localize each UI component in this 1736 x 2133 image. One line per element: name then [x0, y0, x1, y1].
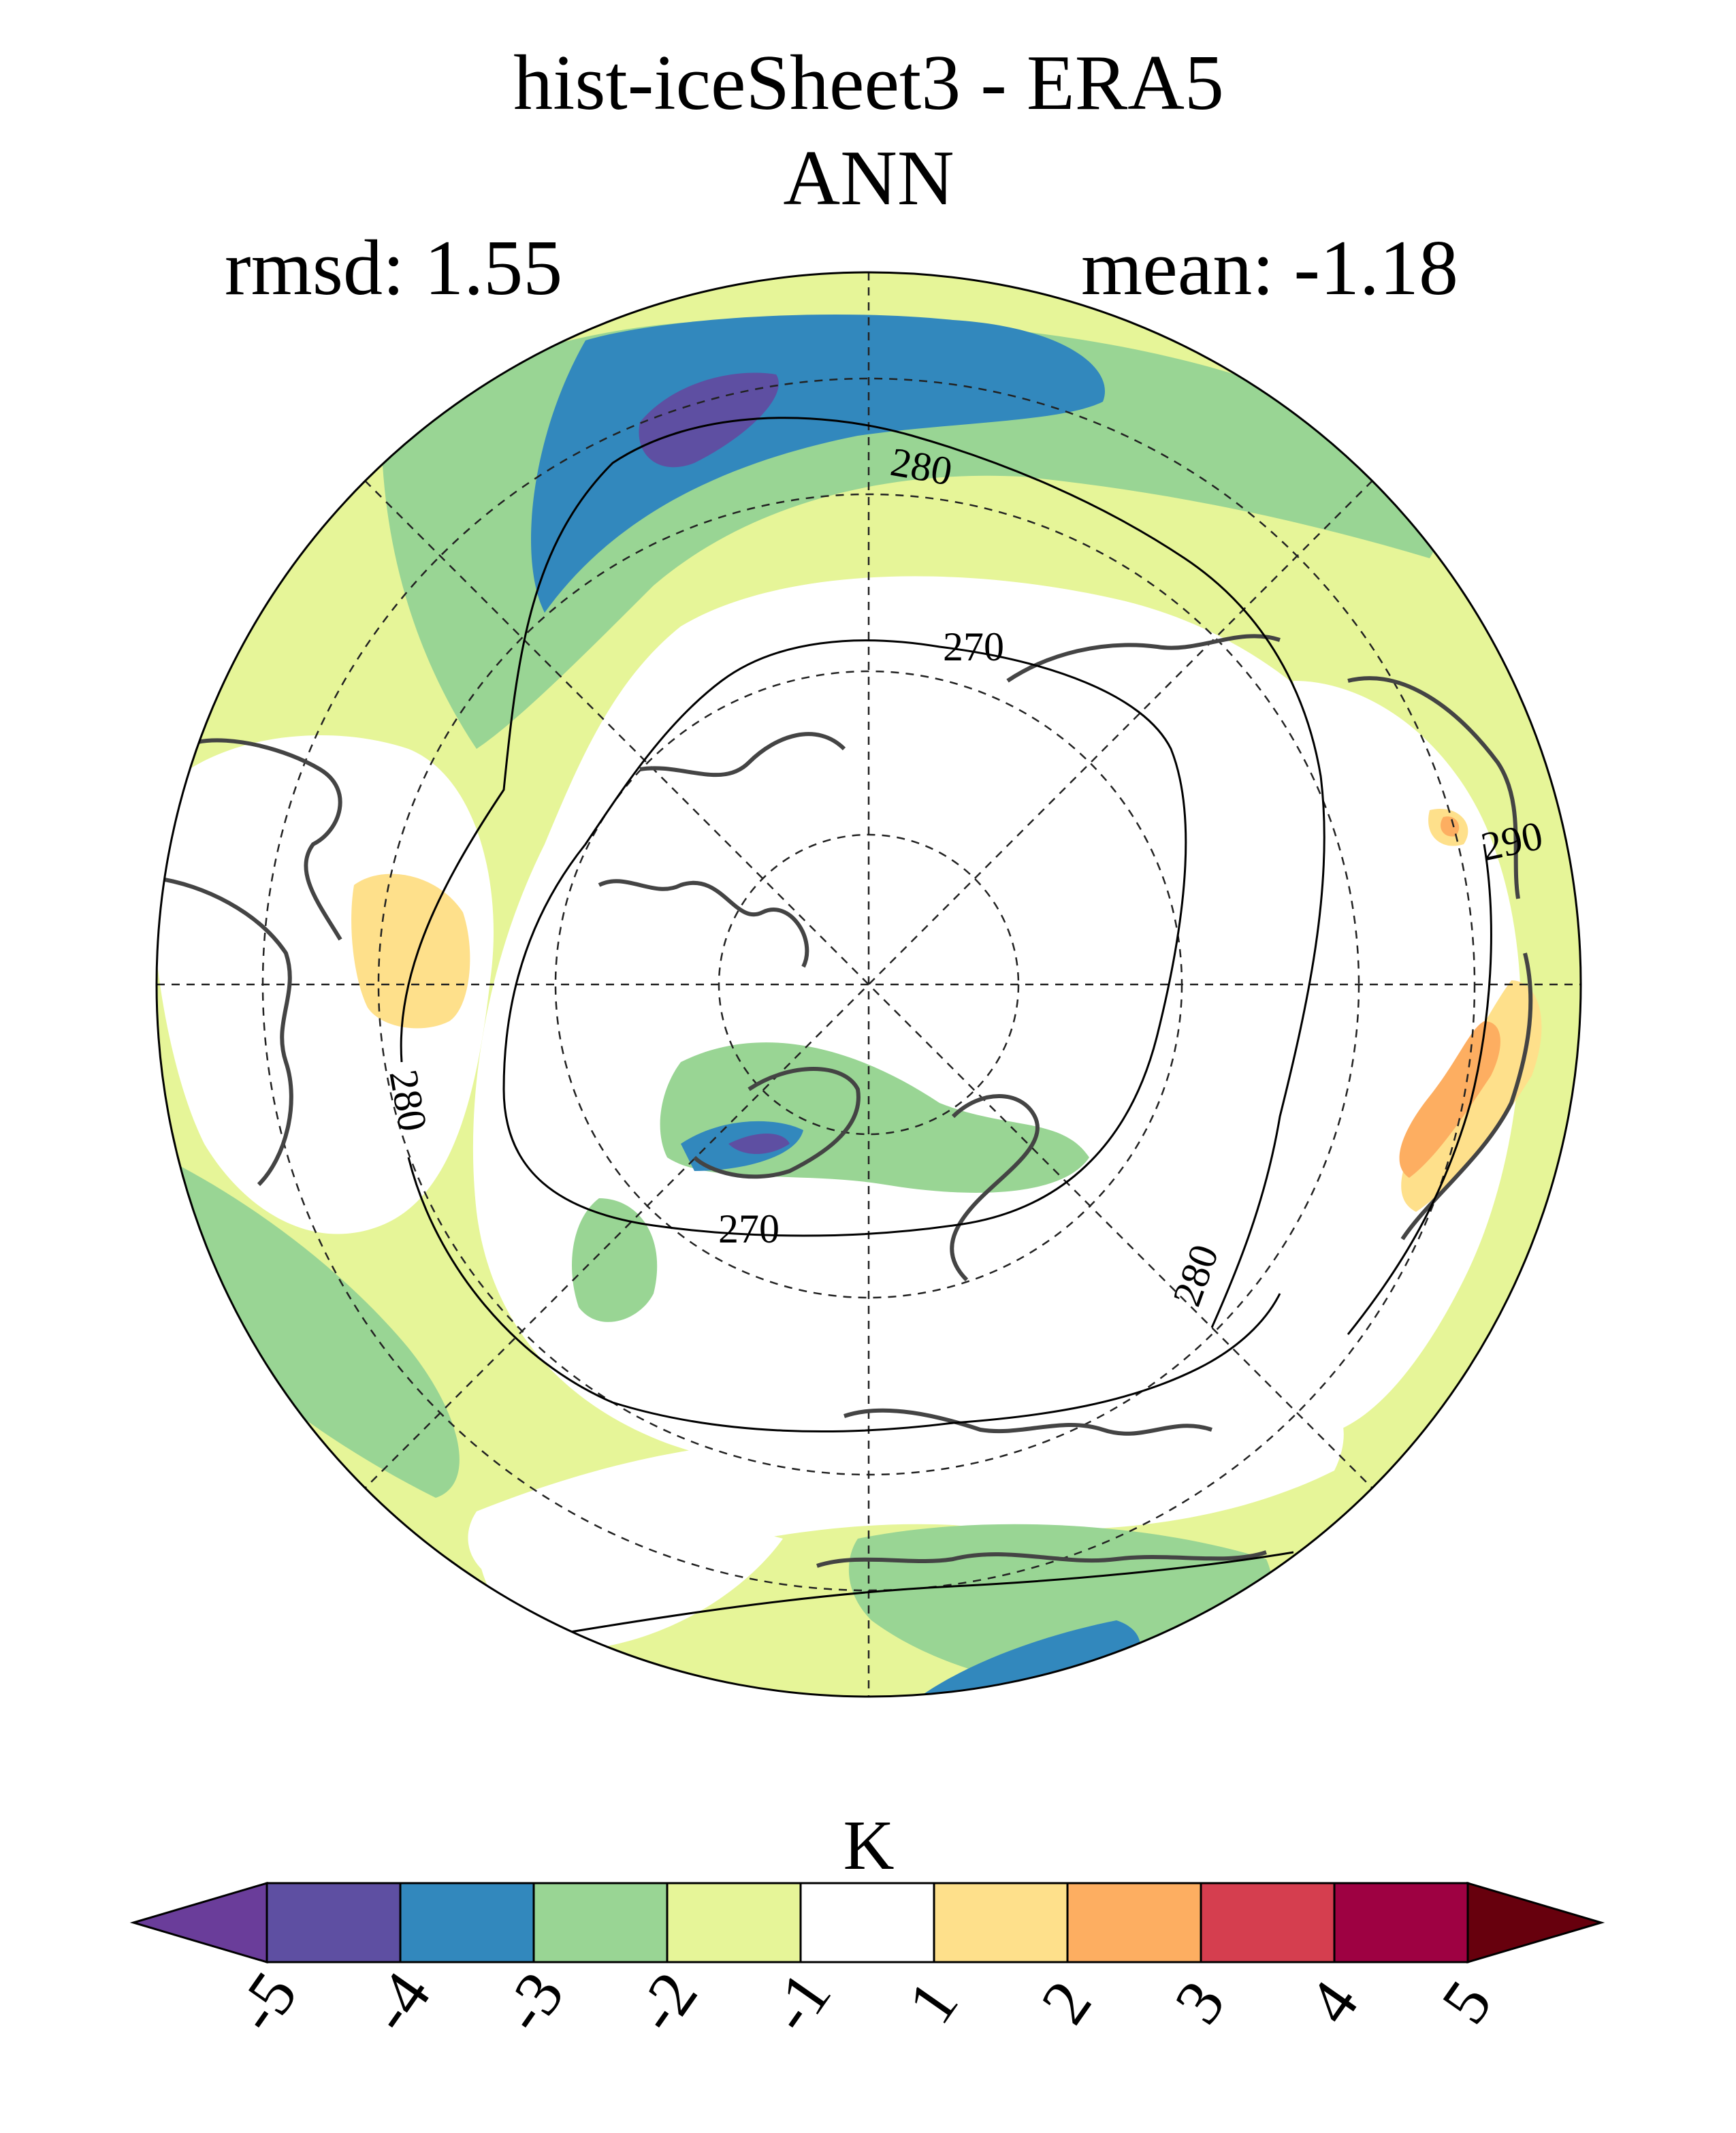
contour-290	[1347, 844, 1492, 1335]
colorbar-tick-label: 4	[1293, 1968, 1372, 2036]
colorbar-bins	[129, 1881, 1605, 1964]
colorbar-ticks: -5 -4 -3 -2 -1 1 2 3 4 5	[220, 1959, 1505, 2045]
contour-south-far	[558, 1551, 1294, 1635]
contour-280	[400, 417, 1325, 1328]
colorbar-tick-label: -4	[353, 1959, 445, 2045]
contour-label-270-south: 270	[718, 1206, 779, 1251]
colorbar-bin	[1466, 1881, 1605, 1964]
colorbar-tick-label: 3	[1160, 1968, 1238, 2036]
anomaly-purple-pacific	[639, 372, 779, 468]
colorbar-bin	[266, 1882, 402, 1963]
anomaly-green-atlantic	[572, 1198, 658, 1322]
colorbar-tick-label: -3	[487, 1959, 578, 2045]
colorbar-bin	[532, 1882, 669, 1963]
colorbar-bin	[799, 1882, 935, 1963]
colorbar-bin	[1066, 1882, 1202, 1963]
climatology-contours	[400, 417, 1492, 1635]
colorbar-bin	[666, 1882, 802, 1963]
colorbar-tick-label: 5	[1427, 1968, 1505, 2036]
anomaly-green-sw	[157, 1157, 460, 1498]
anomaly-orange-asia	[1399, 1021, 1500, 1178]
contour-280-south	[407, 1157, 1281, 1432]
colorbar-tick-label: 1	[893, 1968, 971, 2036]
colorbar-bin	[1333, 1882, 1469, 1963]
contour-270	[502, 639, 1187, 1237]
anomaly-purple-greenland	[728, 1134, 790, 1154]
map-border	[155, 271, 1582, 1698]
colorbar-unit-label: K	[843, 1806, 894, 1885]
colorbar-tick-label: 2	[1027, 1968, 1105, 2036]
colorbar-tick-label: -5	[220, 1959, 311, 2045]
colorbar-tick-label: -2	[620, 1959, 711, 2045]
colorbar-bin	[129, 1881, 268, 1964]
polar-map: 280 270 290 280 270 280	[155, 271, 1582, 1698]
anomaly-yellow-alaska	[351, 873, 470, 1029]
anomaly-orange-asia-small	[1441, 816, 1460, 837]
colorbar-tick-label: -1	[754, 1959, 845, 2045]
anomaly-blue-pacific	[531, 314, 1106, 613]
mean-stat: mean: -1.18	[1081, 225, 1458, 312]
colorbar-bin	[933, 1882, 1069, 1963]
near-zero-region	[472, 576, 1426, 1485]
title-season: ANN	[783, 135, 954, 222]
graticule	[157, 272, 1581, 1697]
colorbar-bin	[1200, 1882, 1336, 1963]
near-zero-far-south	[477, 1511, 783, 1648]
colorbar-bin	[399, 1882, 535, 1963]
contour-label-270-north: 270	[943, 624, 1004, 669]
rmsd-stat: rmsd: 1.55	[225, 225, 562, 312]
colorbar: K -5 -4 -3 -2 -1 1 2 3 4 5	[129, 1806, 1605, 2045]
contour-label-280-north: 280	[887, 439, 955, 494]
contour-label-280-west: 280	[381, 1066, 436, 1134]
title-main: hist-iceSheet3 - ERA5	[513, 39, 1224, 127]
